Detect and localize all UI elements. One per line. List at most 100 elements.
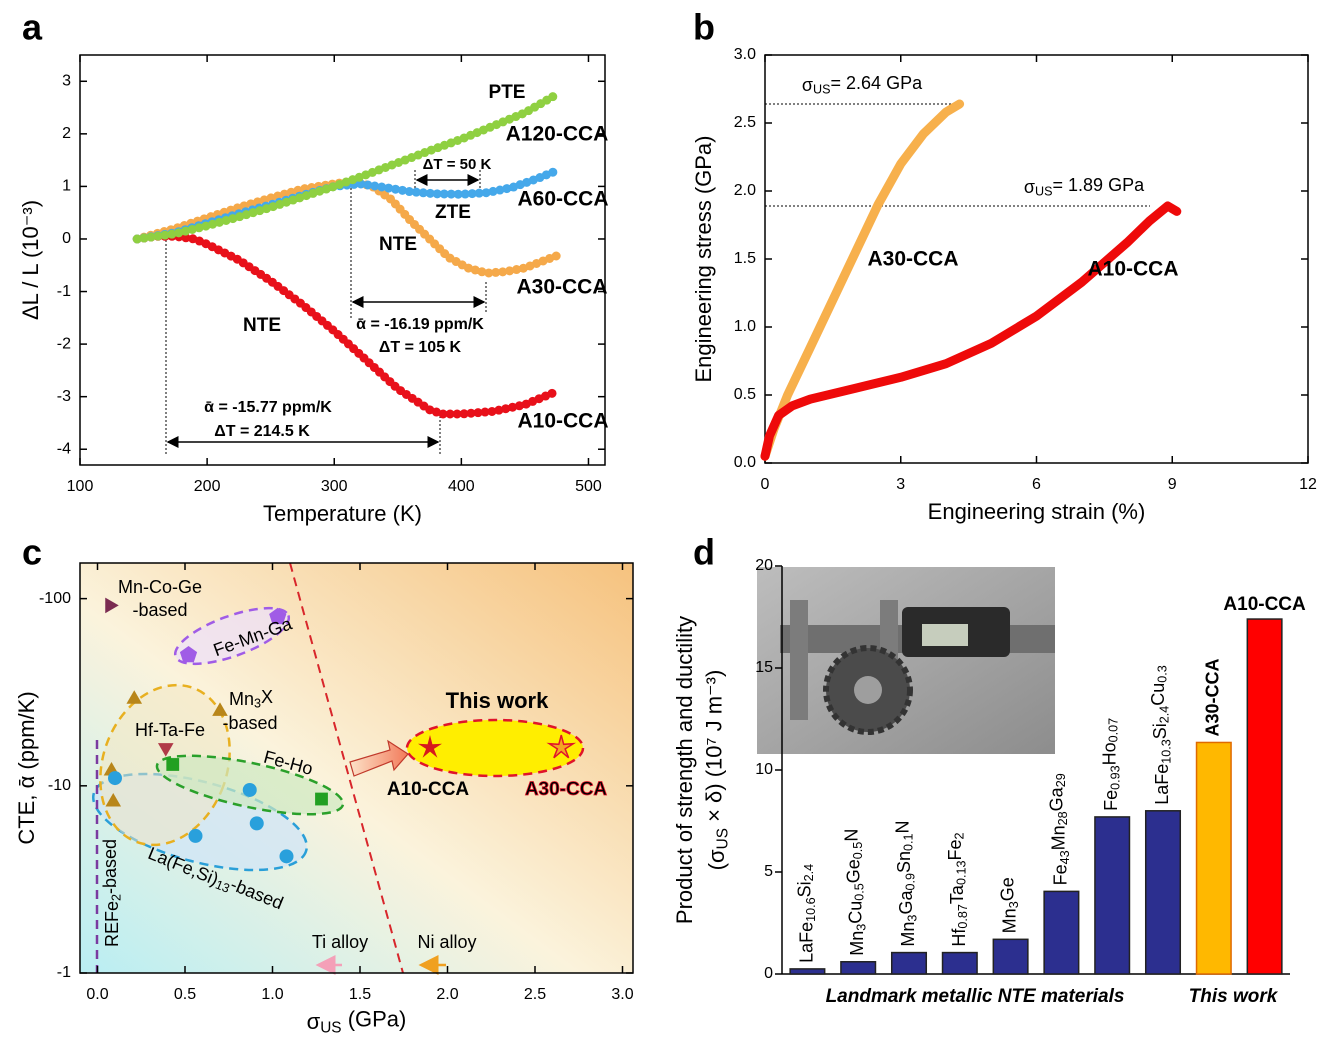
subscript: 10.3: [1160, 739, 1174, 764]
annotation: Ni alloy: [417, 932, 476, 952]
text-part: -based: [222, 713, 277, 733]
subscript: US: [714, 828, 731, 849]
annotation: NTE: [243, 315, 281, 336]
y-tick-label: 10: [755, 761, 773, 778]
marker: [126, 690, 143, 704]
subscript: 0.13: [955, 861, 969, 886]
annotation: ΔT = 105 K: [379, 339, 462, 356]
y-tick-label: 2: [62, 125, 71, 142]
y-tick-label: -2: [57, 335, 71, 352]
annotation: NTE: [379, 234, 417, 255]
y-tick-label: 1.5: [734, 250, 756, 267]
text-part: Ge: [843, 859, 863, 883]
category-label: Mn3Cu0.5Ge0.5N: [841, 829, 869, 956]
text-part: N: [892, 820, 912, 833]
y-tick-label: -1: [57, 283, 71, 300]
guides-b: [765, 103, 1150, 207]
text-part: REFe: [102, 901, 122, 947]
text-part: σ: [1024, 177, 1035, 197]
axes-frame: [79, 562, 634, 974]
annotation: ΔT = 214.5 K: [214, 423, 310, 440]
annotation: ᾱ = -15.77 ppm/K: [204, 399, 332, 416]
data-line: [760, 99, 965, 461]
subscript: 0.3: [1156, 665, 1170, 683]
subscript: 0.07: [1107, 718, 1121, 743]
annotation: This work: [446, 688, 549, 713]
x-tick-label: 3.0: [611, 986, 633, 1003]
marker: [212, 702, 228, 716]
subscript: US: [320, 1019, 341, 1036]
x-tick-label: 500: [575, 478, 602, 495]
subscript: 2.4: [1158, 706, 1172, 724]
annotation: σUS= 2.64 GPa: [802, 73, 923, 97]
y-tick-label: -3: [57, 388, 71, 405]
text-part: Cu: [845, 901, 865, 924]
subscript: 2: [953, 833, 967, 840]
marker: [179, 645, 198, 663]
text-part: N: [841, 829, 861, 842]
series-label: A10-CCA: [387, 779, 470, 800]
annotation: ΔT = 50 K: [423, 156, 492, 173]
annotation: ZTE: [435, 202, 471, 223]
annotation: Ti alloy: [312, 932, 368, 952]
x-tick-label: 12: [1299, 476, 1317, 493]
subscript: 2.4: [802, 864, 816, 882]
axes-frame: [79, 54, 606, 466]
panel-letter: a: [22, 7, 43, 48]
group-label: This work: [1189, 986, 1279, 1007]
panel-letter: c: [22, 532, 42, 573]
regions-c: [91, 562, 585, 974]
data-line: [132, 89, 562, 244]
x-axis-title: σUS (GPa): [307, 1007, 407, 1037]
x-tick-label: 3: [896, 476, 905, 493]
data-line: [132, 176, 562, 278]
y-tick-label: -10: [48, 777, 71, 794]
category-label: LaFe10.6Si2.4: [794, 864, 818, 963]
series-label: A30-CCA: [525, 779, 608, 800]
subscript: 2: [110, 894, 124, 901]
series-label: A10-CCA: [517, 410, 608, 433]
marker: [418, 735, 442, 758]
text-part: Fe: [1101, 790, 1121, 811]
region-ellipse: [405, 718, 585, 778]
category-label: Mn3Ga0.9Sn0.1N: [892, 820, 920, 946]
text-part: = 1.89 GPa: [1053, 175, 1146, 195]
text-part: = 2.64 GPa: [831, 73, 924, 93]
subscript: 3: [254, 697, 261, 711]
axes-frame: [764, 54, 1309, 464]
x-tick-label: 0: [761, 476, 770, 493]
text-part: Mn: [999, 908, 1019, 933]
pointer-arrow: [349, 739, 409, 777]
marker: [249, 816, 264, 831]
subscript: 10.6: [804, 897, 818, 922]
text-part: (σ: [704, 849, 729, 870]
y-tick-label: 3: [62, 73, 71, 90]
y-tick-label: 15: [755, 659, 773, 676]
bar: [789, 968, 826, 975]
series-label: -based: [222, 713, 277, 733]
text-part: Sn: [894, 851, 914, 873]
y-tick-label: 1.0: [734, 318, 756, 335]
text-part: Mn: [229, 689, 254, 709]
photo-shape: [790, 600, 808, 720]
bar: [1195, 741, 1232, 975]
y-tick-label: 5: [764, 863, 773, 880]
subscript: 0.9: [904, 873, 918, 891]
text-part: Product of strength and ductility: [672, 616, 697, 924]
marker: [188, 828, 203, 843]
text-part: Ga: [896, 890, 916, 915]
bar: [941, 951, 978, 975]
y-tick-label: -1: [57, 964, 71, 981]
series-label: A30-CCA: [867, 248, 958, 271]
annotation: σUS= 1.89 GPa: [1024, 175, 1145, 199]
x-axis-title: Engineering strain (%): [928, 499, 1146, 524]
text-part: Fe: [945, 840, 965, 861]
text-part: × δ) (10⁷ J m⁻³): [702, 670, 727, 828]
text-part: Ga: [1046, 786, 1066, 811]
subscript: 3: [1007, 901, 1021, 908]
y-tick-label: 2.0: [734, 182, 756, 199]
text-part: Mn: [898, 922, 918, 947]
text-part: Ta: [947, 884, 967, 904]
x-tick-label: 200: [194, 478, 221, 495]
